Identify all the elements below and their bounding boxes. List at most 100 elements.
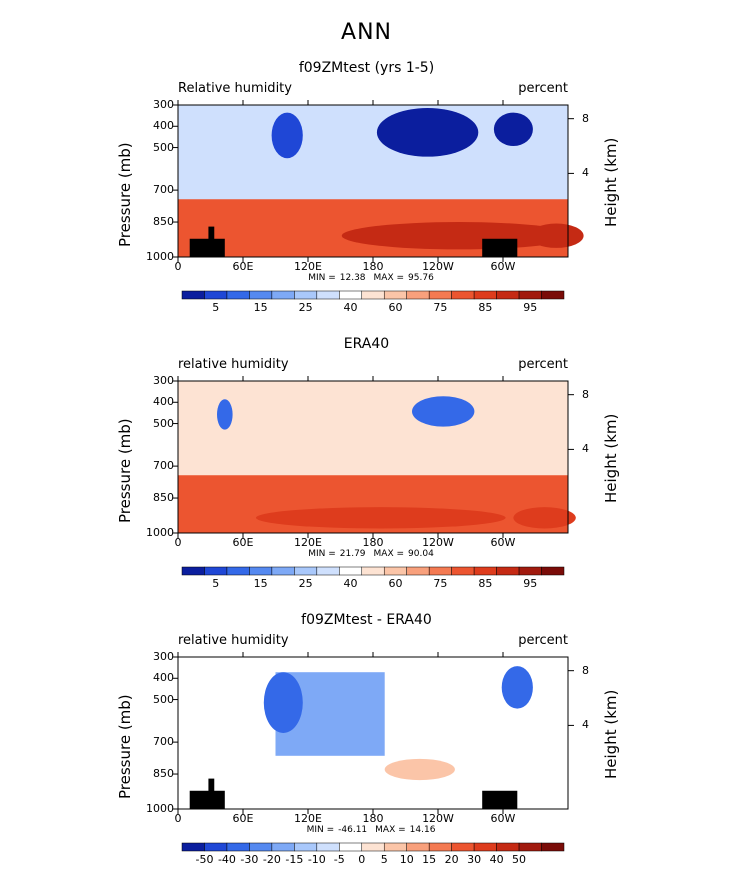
colorbar-label: 95 xyxy=(523,577,538,590)
colorbar-label: -20 xyxy=(262,853,281,866)
x-tick-label: 60W xyxy=(490,812,516,825)
colorbar-label: 25 xyxy=(298,577,313,590)
colorbar-swatch xyxy=(406,290,430,300)
colorbar-swatch xyxy=(383,290,407,300)
x-tick-label: 0 xyxy=(174,260,182,273)
colorbar-swatch xyxy=(428,842,452,852)
colorbar-label: 85 xyxy=(478,577,493,590)
min-value: 21.79 xyxy=(339,549,366,559)
height-tick-label: 4 xyxy=(582,442,589,456)
colorbar-swatch xyxy=(406,566,430,576)
y-axis-label: Pressure (mb) xyxy=(116,418,134,523)
contour-region xyxy=(501,666,533,709)
y-axis-label: Pressure (mb) xyxy=(116,142,134,247)
contour-region xyxy=(493,112,533,147)
units-label: percent xyxy=(518,81,568,96)
colorbar-swatch xyxy=(451,842,475,852)
x-tick-label: 0 xyxy=(174,536,182,549)
max-value: 14.16 xyxy=(409,825,436,835)
colorbar-swatch xyxy=(383,842,407,852)
colorbar xyxy=(181,566,565,576)
y-tick-label: 850 xyxy=(153,215,174,229)
colorbar-swatch xyxy=(271,290,295,300)
variable-label: relative humidity xyxy=(178,633,289,648)
height-tick-label: 8 xyxy=(582,387,589,401)
min-label: MIN = xyxy=(306,825,335,835)
chart-title: ERA40 xyxy=(343,336,390,352)
x-tick-label: 180 xyxy=(362,536,384,549)
colorbar-swatch xyxy=(428,566,452,576)
colorbar-label: 75 xyxy=(433,301,448,314)
colorbar-label: 75 xyxy=(433,577,448,590)
y-axis-right-label: Height (km) xyxy=(602,137,620,227)
colorbar-label: 25 xyxy=(298,301,313,314)
max-value: 95.76 xyxy=(408,273,434,283)
colorbar-swatch xyxy=(541,842,565,852)
y-axis-right-label: Height (km) xyxy=(602,413,620,503)
colorbar-label: 20 xyxy=(444,853,459,866)
x-tick-label: 60W xyxy=(490,536,516,549)
contour-region xyxy=(263,672,303,733)
colorbar-label: 10 xyxy=(399,853,414,866)
min-label: MIN = xyxy=(308,273,336,283)
colorbar-swatch xyxy=(406,842,430,852)
height-tick-label: 4 xyxy=(582,718,589,732)
y-axis-right-label: Height (km) xyxy=(602,689,620,779)
contour-region xyxy=(256,507,506,529)
min-max-readout: MIN = 21.79 MAX = 90.04 xyxy=(223,549,523,559)
x-tick-label: 60E xyxy=(232,536,254,549)
y-tick-label: 1000 xyxy=(146,802,174,815)
y-tick-label: 700 xyxy=(153,735,174,749)
y-tick-label: 400 xyxy=(153,119,174,133)
colorbar-label: 40 xyxy=(489,853,504,866)
colorbar-label: -5 xyxy=(333,853,345,866)
colorbar-swatch xyxy=(361,842,385,852)
min-label: MIN = xyxy=(308,549,336,559)
colorbar-label: 40 xyxy=(343,301,358,314)
colorbar-swatch xyxy=(361,566,385,576)
contour-plot xyxy=(173,652,574,814)
y-tick-label: 850 xyxy=(153,491,174,505)
x-tick-label: 180 xyxy=(362,260,384,273)
height-tick-label: 8 xyxy=(582,111,589,125)
contour-region xyxy=(271,112,303,159)
colorbar-swatch xyxy=(316,566,340,576)
y-tick-label: 300 xyxy=(153,374,174,387)
colorbar-swatch xyxy=(249,566,273,576)
colorbar xyxy=(181,290,565,300)
colorbar-label: 5 xyxy=(212,577,220,590)
colorbar-swatch xyxy=(226,842,250,852)
topography-mask xyxy=(482,238,518,257)
units-label: percent xyxy=(518,357,568,372)
colorbar-swatch xyxy=(249,842,273,852)
colorbar-label: 5 xyxy=(212,301,220,314)
x-tick-label: 120W xyxy=(422,536,454,549)
colorbar-swatch xyxy=(339,566,363,576)
colorbar-swatch xyxy=(339,842,363,852)
x-tick-label: 0 xyxy=(174,812,182,825)
colorbar-label: -15 xyxy=(285,853,304,866)
max-label: MAX = xyxy=(375,825,406,835)
chart-title: f09ZMtest (yrs 1-5) xyxy=(298,60,435,76)
colorbar-swatch xyxy=(249,290,273,300)
variable-label: relative humidity xyxy=(178,357,289,372)
colorbar-swatch xyxy=(496,566,520,576)
y-tick-label: 500 xyxy=(153,140,174,154)
contour-region xyxy=(376,108,479,157)
x-tick-label: 60W xyxy=(490,260,516,273)
x-tick-label: 60E xyxy=(232,260,254,273)
contour-region xyxy=(412,396,475,427)
y-tick-label: 500 xyxy=(153,692,174,706)
contour-region xyxy=(513,507,576,529)
topography-mask xyxy=(482,790,518,809)
x-tick-label: 120E xyxy=(294,812,322,825)
colorbar-swatch xyxy=(226,290,250,300)
colorbar-label: 15 xyxy=(253,577,268,590)
y-tick-label: 300 xyxy=(153,650,174,663)
colorbar-swatch xyxy=(294,842,318,852)
y-tick-label: 1000 xyxy=(146,526,174,539)
y-axis-label: Pressure (mb) xyxy=(116,694,134,799)
colorbar-swatch xyxy=(204,566,228,576)
topography-mask xyxy=(189,238,225,257)
min-max-readout: MIN = -46.11 MAX = 14.16 xyxy=(223,825,523,835)
